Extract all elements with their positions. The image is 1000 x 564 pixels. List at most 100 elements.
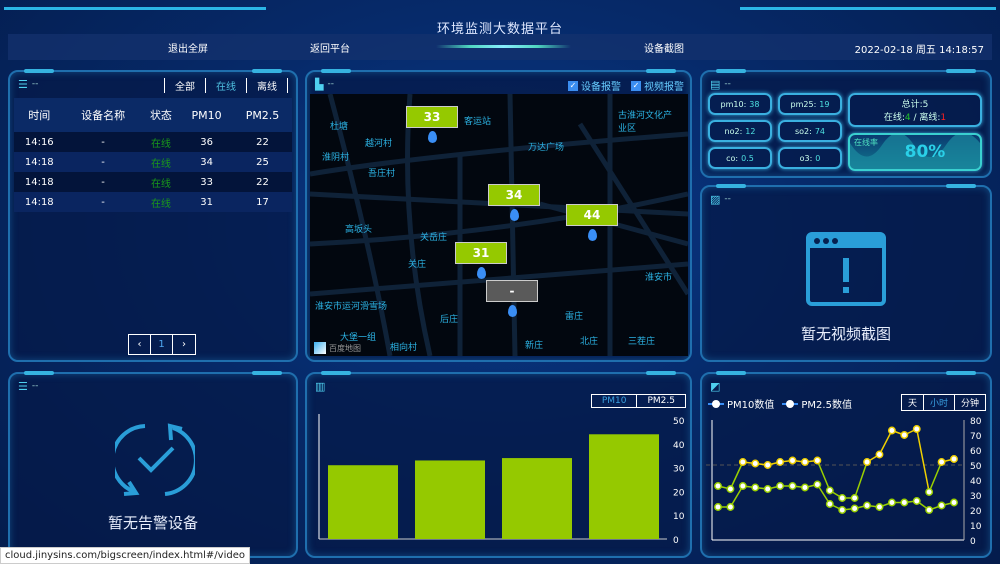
data-point: [788, 482, 797, 490]
map-view[interactable]: 杜塘 越河村 淮阴村 吾庄村 客运站 万达广场 古淮河文化产业区 高坂头 关岳庄 关庄 淮安市运河滑…: [310, 94, 688, 356]
tab-offline[interactable]: 离线: [246, 78, 288, 93]
y-tick-label: 20: [970, 507, 982, 517]
y-tick-label: 10: [970, 522, 982, 532]
toggle-day[interactable]: 天: [902, 395, 924, 410]
stat-label: pm25: [790, 99, 814, 109]
map-place-label: 相向村: [390, 343, 418, 353]
y-tick-label: 20: [673, 488, 685, 498]
map-place-label: 客运站: [464, 117, 492, 127]
col-device-name: 设备名称: [64, 98, 142, 132]
data-point: [863, 501, 872, 510]
stat-no2: no2 :12: [708, 120, 772, 142]
data-point: [875, 503, 884, 511]
cell-pm25: 22: [233, 172, 292, 192]
data-point: [912, 425, 921, 433]
col-pm25: PM2.5: [233, 98, 292, 132]
legend-pm25[interactable]: PM2.5数值: [782, 396, 852, 411]
table-row[interactable]: 14:18- 在线 34 25: [14, 152, 292, 172]
toggle-pm25[interactable]: PM2.5: [647, 396, 675, 406]
device-marker[interactable]: 44: [566, 204, 618, 226]
map-place-label: 北庄: [580, 337, 599, 347]
data-point: [714, 503, 722, 511]
y-tick-label: 70: [970, 432, 982, 442]
map-place-label: 淮阴村: [322, 153, 350, 163]
page-1-button[interactable]: 1: [151, 335, 173, 354]
return-platform-button[interactable]: 返回平台: [310, 44, 350, 55]
series-segment: [853, 461, 868, 499]
location-pin-icon[interactable]: [508, 305, 517, 317]
tab-all[interactable]: 全部: [164, 78, 205, 93]
video-alarm-checkbox[interactable]: ✓ 视频报警: [631, 78, 684, 93]
total-value: 5: [922, 100, 929, 110]
stat-co: co :0.5: [708, 147, 772, 169]
map-place-label: 后庄: [440, 315, 459, 325]
online-value: 4: [904, 113, 911, 123]
table-row[interactable]: 14:18- 在线 31 17: [14, 192, 292, 212]
panel-title: --: [31, 381, 39, 391]
next-page-button[interactable]: ›: [182, 339, 186, 350]
data-point: [776, 482, 785, 490]
device-marker[interactable]: -: [486, 280, 538, 302]
table-row[interactable]: 14:16- 在线 36 22: [14, 132, 292, 152]
prev-page-button[interactable]: ‹: [129, 335, 151, 354]
toggle-hour[interactable]: 小时: [924, 395, 955, 410]
offline-value: 1: [940, 113, 947, 123]
data-point: [726, 485, 735, 493]
alarm-panel: ☰ -- 暂无告警设备: [8, 371, 298, 558]
cell-time: 14:16: [14, 132, 65, 152]
cell-status: 在线: [141, 152, 181, 172]
data-point: [900, 498, 909, 507]
panel-title: --: [327, 79, 334, 89]
y-tick-label: 50: [970, 462, 982, 472]
toggle-pm10[interactable]: PM10: [592, 395, 638, 407]
data-point: [937, 458, 946, 466]
map-place-label: 古淮河文化产业区: [618, 111, 673, 134]
location-pin-icon[interactable]: [588, 229, 597, 241]
device-marker[interactable]: 31: [455, 242, 507, 264]
panel-title: --: [724, 194, 731, 204]
legend-label: PM2.5数值: [801, 400, 852, 411]
data-point: [825, 486, 834, 495]
location-pin-icon[interactable]: [428, 131, 437, 143]
y-tick-label: 10: [673, 512, 685, 522]
data-point: [751, 459, 760, 468]
table-row[interactable]: 14:18- 在线 33 22: [14, 172, 292, 192]
data-point: [863, 458, 872, 466]
data-point: [900, 431, 909, 439]
cell-pm10: 33: [180, 172, 234, 192]
legend-pm10[interactable]: PM10数值: [708, 396, 774, 411]
data-point: [912, 497, 921, 505]
device-count-box: 总计:5 在线:4 / 离线:1: [848, 93, 982, 127]
toggle-minute[interactable]: 分钟: [960, 399, 979, 409]
wave-graphic: [850, 135, 980, 169]
panel-title: --: [724, 79, 731, 89]
device-alarm-checkbox[interactable]: ✓ 设备报警: [568, 78, 621, 93]
offline-label: 离线:: [919, 113, 941, 123]
location-pin-icon[interactable]: [510, 209, 519, 221]
tab-online[interactable]: 在线: [205, 78, 246, 93]
window-alert-icon: [806, 232, 886, 306]
header-decoration: [4, 7, 266, 10]
exit-fullscreen-button[interactable]: 退出全屏: [168, 44, 208, 55]
col-status: 状态: [141, 98, 181, 132]
map-logo: 百度地图: [314, 342, 361, 354]
video-panel: ▨ -- 暂无视频截图: [700, 184, 992, 362]
series-segment: [729, 461, 744, 490]
stat-so2: so2 :74: [778, 120, 842, 142]
cell-time: 14:18: [14, 152, 65, 172]
y-tick-label: 0: [970, 537, 976, 547]
map-place-label: 关岳庄: [420, 233, 448, 243]
device-screenshot-button[interactable]: 设备截图: [644, 44, 684, 55]
stat-value: 19: [819, 99, 830, 109]
map-place-label: 大堡一组: [340, 333, 377, 343]
stat-value: 74: [814, 126, 826, 136]
data-point: [950, 455, 958, 463]
y-tick-label: 50: [673, 417, 685, 427]
data-point: [763, 485, 772, 493]
device-marker[interactable]: 33: [406, 106, 458, 128]
data-point: [763, 461, 772, 469]
device-marker[interactable]: 34: [488, 184, 540, 206]
list-icon: ☰: [18, 379, 28, 393]
y-tick-label: 40: [673, 441, 685, 451]
location-pin-icon[interactable]: [477, 267, 486, 279]
